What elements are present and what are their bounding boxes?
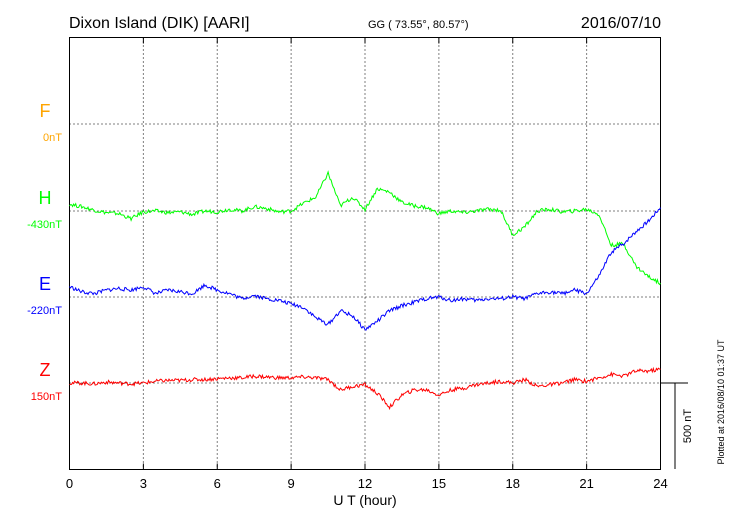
- x-ticks: 0 3 6 9 12 15 18 21 24: [66, 37, 668, 491]
- x-tick-label: 24: [653, 476, 667, 491]
- x-tick-label: 6: [214, 476, 221, 491]
- series-name-h: H: [39, 188, 52, 208]
- series-name-z: Z: [40, 360, 51, 380]
- x-tick-label: 12: [358, 476, 372, 491]
- series-offset-h: -430nT: [27, 219, 62, 231]
- x-tick-label: 18: [506, 476, 520, 491]
- chart-date: 2016/07/10: [581, 15, 661, 32]
- series-labels: F 0nT H -430nT E -220nT Z 150nT: [27, 101, 62, 403]
- station-coords: GG ( 73.55°, 80.57°): [368, 19, 469, 31]
- series-offset-z: 150nT: [31, 391, 62, 403]
- x-tick-label: 15: [432, 476, 446, 491]
- x-tick-label: 3: [140, 476, 147, 491]
- trace-h: [69, 170, 661, 286]
- scale-bar-label: 500 nT: [682, 409, 694, 444]
- grid: [69, 37, 661, 470]
- station-title: Dixon Island (DIK) [AARI]: [69, 15, 250, 32]
- x-tick-label: 21: [579, 476, 593, 491]
- x-axis-label: U T (hour): [333, 492, 396, 508]
- series-name-f: F: [40, 101, 51, 121]
- series-name-e: E: [39, 274, 51, 294]
- series-offset-f: 0nT: [43, 132, 62, 144]
- scale-bar: 500 nT: [660, 382, 694, 469]
- trace-e: [69, 207, 661, 331]
- series-offset-e: -220nT: [27, 305, 62, 317]
- plotted-timestamp: Plotted at 2016/08/10 01:37 UT: [716, 339, 726, 465]
- x-tick-label: 9: [288, 476, 295, 491]
- traces: [69, 170, 661, 411]
- x-tick-label: 0: [66, 476, 73, 491]
- trace-z: [69, 366, 661, 411]
